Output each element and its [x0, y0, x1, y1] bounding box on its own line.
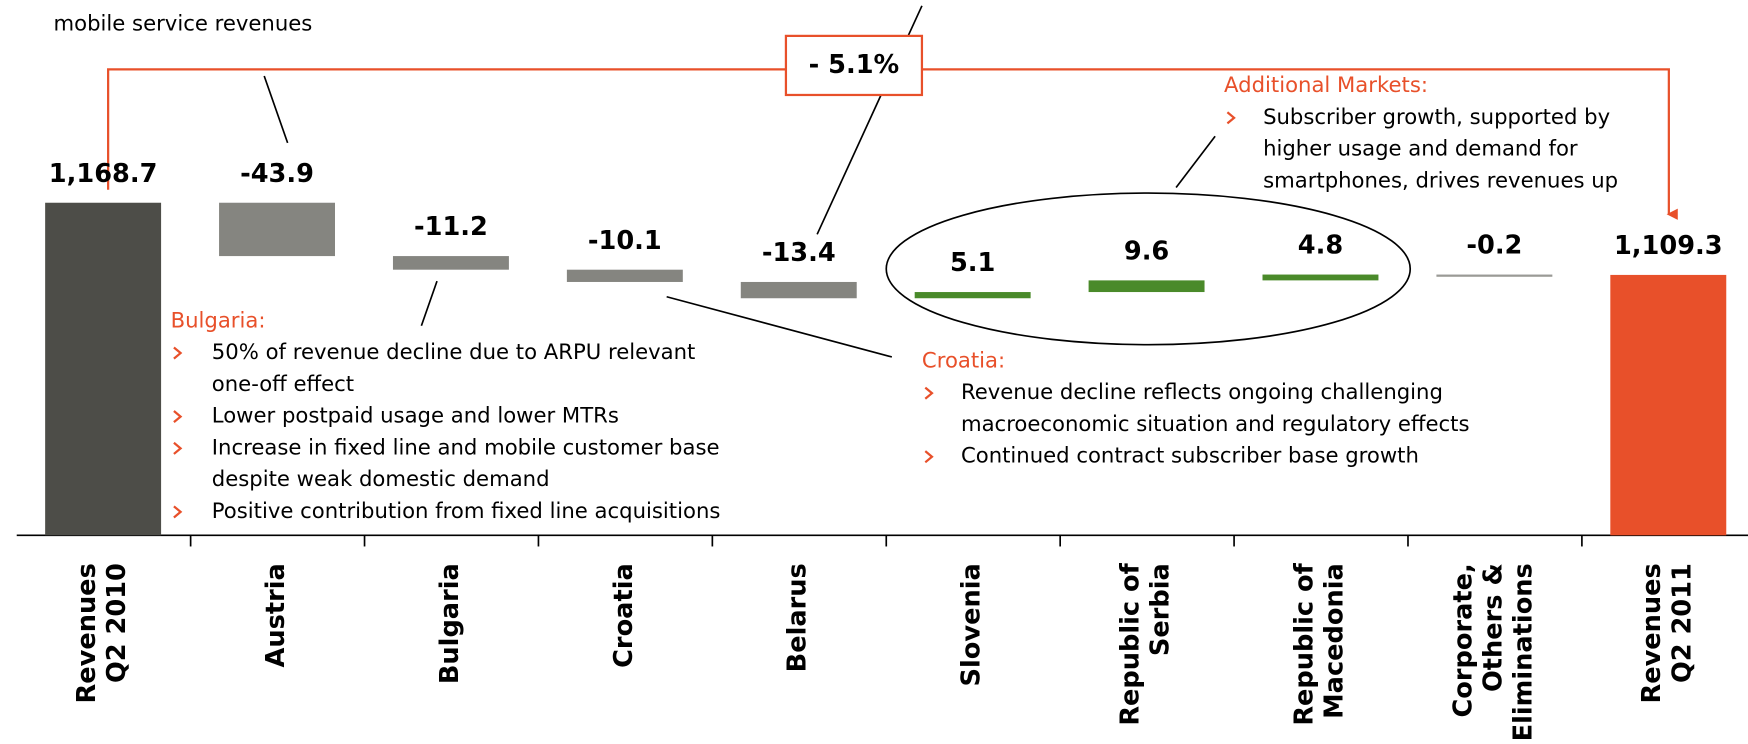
change-bracket	[107, 34, 1678, 220]
value-label: 1,168.7	[49, 159, 158, 189]
x-tick-label: Slovenia	[957, 563, 987, 686]
annotation-text: Subscriber growth, supported by	[1263, 104, 1610, 129]
bar	[45, 202, 162, 536]
bar	[1610, 274, 1727, 536]
annotation-text: higher usage and demand for	[1263, 136, 1578, 161]
annotation-text: Continued contract subscriber base growt…	[961, 443, 1419, 468]
annotation-text: macroeconomic situation and regulatory e…	[961, 411, 1470, 436]
value-label: 1,109.3	[1614, 231, 1723, 261]
bar	[914, 292, 1031, 299]
bullet	[924, 450, 934, 464]
annotation-title: Bulgaria:	[171, 307, 266, 332]
bar	[219, 202, 335, 257]
value-label: 5.1	[950, 248, 995, 278]
x-tick-label: Corporate,Others &Eliminations	[1448, 563, 1538, 741]
bullet	[1226, 111, 1236, 125]
x-tick-label: Bulgaria	[435, 563, 465, 684]
x-tick-label: RevenuesQ2 2010	[72, 563, 132, 703]
change-box	[784, 34, 924, 97]
x-tick-label: Belarus	[783, 563, 813, 672]
callout-line	[263, 75, 289, 144]
annotation-title: Additional Markets:	[1224, 72, 1428, 97]
x-tick-label: Austria	[261, 563, 291, 667]
callout-line	[420, 280, 438, 327]
bullet	[924, 386, 934, 400]
x-tick-label: Republic ofSerbia	[1116, 562, 1176, 725]
group-ellipse	[885, 192, 1412, 346]
annotation: mobile service revenues	[54, 11, 313, 36]
value-label: -11.2	[414, 212, 488, 242]
bar	[566, 269, 683, 282]
callout-line	[666, 295, 893, 358]
value-label: -0.2	[1466, 231, 1522, 261]
bullet	[173, 410, 183, 424]
bullet	[173, 505, 183, 519]
annotation-title: Croatia:	[922, 347, 1005, 372]
annotation-text: Revenue decline reflects ongoing challen…	[961, 379, 1443, 404]
annotation-text: Lower postpaid usage and lower MTRs	[212, 403, 619, 428]
value-label: 9.6	[1124, 237, 1169, 267]
x-tick-label: RevenuesQ2 2011	[1637, 563, 1697, 703]
bullet	[173, 441, 183, 455]
annotation-text: Increase in fixed line and mobile custom…	[212, 434, 720, 459]
bullet	[173, 346, 183, 360]
annotation-text: one-off effect	[212, 371, 354, 396]
x-tick-label: Republic ofMacedonia	[1289, 562, 1349, 725]
bracket	[921, 68, 1678, 220]
bar	[1088, 280, 1205, 293]
value-label: -43.9	[240, 159, 314, 189]
change-label: - 5.1%	[809, 50, 900, 80]
annotation-text: Positive contribution from fixed line ac…	[212, 498, 721, 523]
x-tick-label: Croatia	[609, 563, 639, 668]
annotation-text: 50% of revenue decline due to ARPU relev…	[212, 339, 696, 364]
value-label: -13.4	[762, 238, 836, 268]
bracket	[107, 68, 786, 190]
callout-line	[1175, 135, 1216, 189]
bar	[392, 256, 509, 270]
value-label: -10.1	[588, 226, 662, 256]
bar	[740, 281, 857, 299]
value-label: 4.8	[1298, 231, 1343, 261]
annotation-text: smartphones, drives revenues up	[1263, 167, 1618, 192]
bar	[1436, 274, 1553, 277]
annotation-text: despite weak domestic demand	[212, 466, 550, 491]
bar	[1262, 274, 1379, 281]
